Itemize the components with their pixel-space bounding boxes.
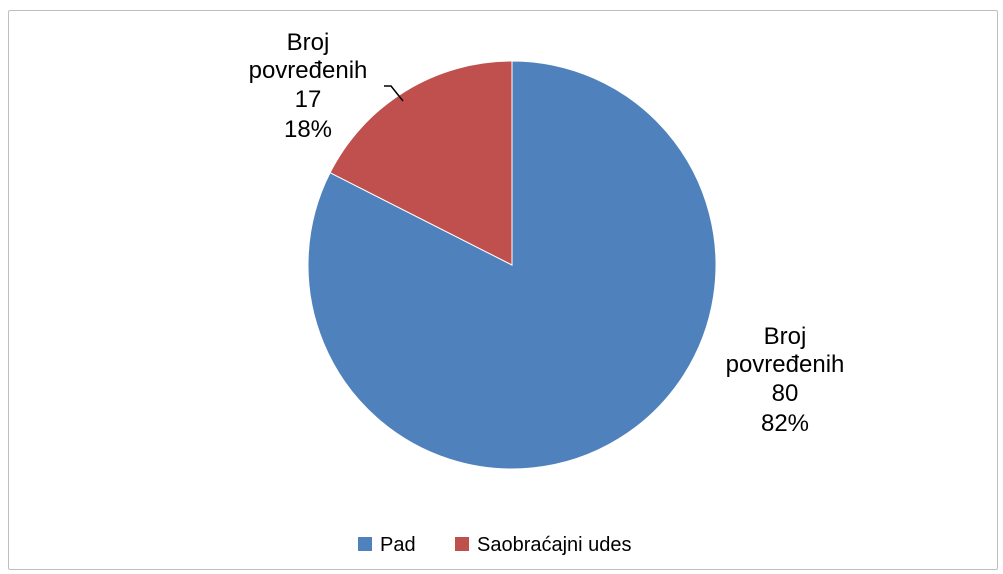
data-label-name-line1: Broj povređenih bbox=[249, 29, 368, 84]
legend-label-pad: Pad bbox=[380, 534, 416, 556]
legend: Pad Saobraćajni udes bbox=[358, 534, 632, 556]
leader-line bbox=[384, 85, 404, 102]
data-label-percent: 82% bbox=[761, 410, 809, 437]
data-label-value: 80 bbox=[772, 380, 799, 407]
data-label-name-line1: Broj povređenih bbox=[726, 323, 845, 378]
data-label-pad: Broj povređenih 80 82% bbox=[726, 323, 845, 437]
pie-chart: Broj povređenih 17 18% Broj povređenih 80 … bbox=[249, 29, 845, 556]
data-label-value: 17 bbox=[295, 86, 322, 113]
data-label-percent: 18% bbox=[284, 116, 332, 143]
legend-swatch-pad bbox=[358, 537, 372, 551]
pie-slice-saobra-ajni-udes bbox=[329, 60, 513, 266]
legend-item-pad: Pad bbox=[358, 534, 416, 556]
data-label-saobracajni-udes: Broj povređenih 17 18% bbox=[249, 29, 368, 143]
chart-frame: Broj povređenih 17 18% Broj povređenih 80 … bbox=[8, 10, 998, 570]
pie-slices bbox=[307, 60, 717, 470]
legend-label-saobracajni-udes: Saobraćajni udes bbox=[477, 534, 632, 556]
legend-swatch-saobracajni-udes bbox=[455, 537, 469, 551]
legend-item-saobracajni-udes: Saobraćajni udes bbox=[455, 534, 632, 556]
